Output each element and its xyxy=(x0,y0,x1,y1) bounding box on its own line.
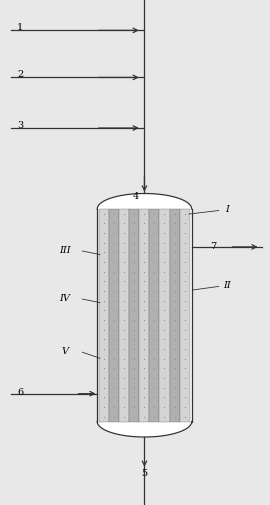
Text: 2: 2 xyxy=(17,70,23,79)
Text: 3: 3 xyxy=(17,121,23,130)
Polygon shape xyxy=(160,210,170,422)
Polygon shape xyxy=(180,210,190,422)
Polygon shape xyxy=(97,194,192,210)
Text: I: I xyxy=(225,205,229,214)
Text: 7: 7 xyxy=(210,241,217,250)
Polygon shape xyxy=(97,422,192,437)
Polygon shape xyxy=(150,210,160,422)
Text: IV: IV xyxy=(59,293,70,302)
Text: 6: 6 xyxy=(17,387,23,396)
Text: 4: 4 xyxy=(133,191,140,200)
Polygon shape xyxy=(97,210,192,422)
Text: III: III xyxy=(59,245,71,255)
Polygon shape xyxy=(109,210,119,422)
Text: 1: 1 xyxy=(17,23,23,32)
Text: 5: 5 xyxy=(141,468,147,477)
Polygon shape xyxy=(119,210,129,422)
Polygon shape xyxy=(129,210,139,422)
Text: II: II xyxy=(223,281,231,290)
Polygon shape xyxy=(170,210,180,422)
Polygon shape xyxy=(139,210,150,422)
Text: V: V xyxy=(61,346,68,356)
Polygon shape xyxy=(99,210,109,422)
